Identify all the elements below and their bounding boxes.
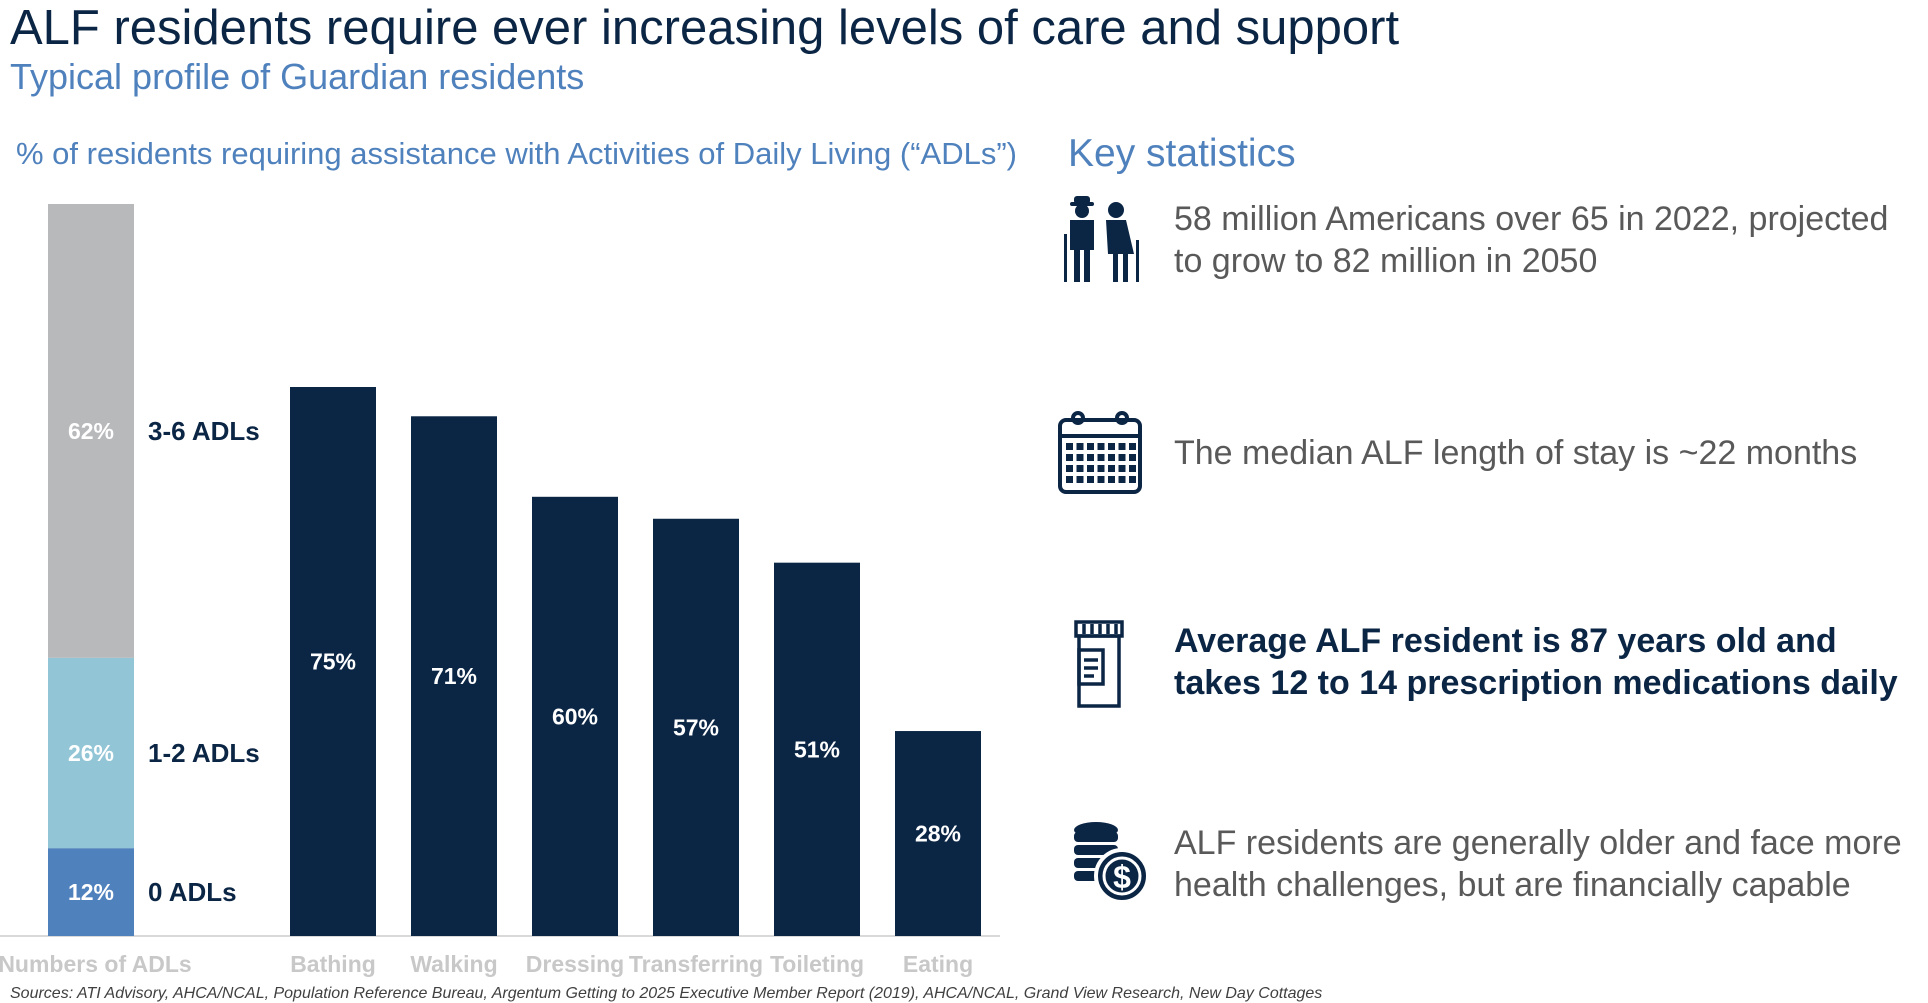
x-tick-label: Dressing (526, 951, 624, 977)
page-subtitle: Typical profile of Guardian residents (10, 56, 585, 97)
x-tick-label: Transferring (629, 951, 763, 977)
stat-text: The median ALF length of stay is ~22 mon… (1174, 434, 1858, 472)
stat-text: ALF residents are generally older and fa… (1174, 824, 1902, 904)
x-tick-label: Toileting (770, 951, 864, 977)
bar-value-label: 57% (673, 714, 719, 740)
stat-financial: $ ALF residents are generally older and … (1056, 820, 1926, 940)
coins-dollar-icon: $ (1074, 822, 1150, 904)
bar-value-label: 75% (310, 649, 356, 675)
stacked-segment-0 (48, 848, 134, 936)
prescription-bottle-icon (1074, 620, 1124, 708)
svg-text:$: $ (1113, 859, 1131, 895)
bar-transferring (653, 518, 739, 936)
stat-medications: Average ALF resident is 87 years old and… (1056, 620, 1926, 740)
x-tick-label: Bathing (290, 951, 376, 977)
bar-value-label: 71% (431, 663, 477, 689)
adl-bar-chart: 12% 0 ADLs 26% 1-2 ADLs 62% 3-6 ADLs Numbers o… (0, 204, 1000, 977)
bar-dressing (532, 496, 618, 936)
stacked-segment-label: 0 ADLs (148, 877, 237, 907)
stat-text: 58 million Americans over 65 in 2022, pr… (1174, 200, 1889, 280)
stacked-segment-1 (48, 657, 134, 849)
bar-eating (895, 731, 981, 936)
x-tick-label: Walking (410, 951, 497, 977)
x-tick-label: Numbers of ADLs (0, 951, 192, 977)
calendar-icon (1058, 411, 1142, 494)
elderly-couple-icon (1064, 196, 1139, 282)
bar-value-label: 60% (552, 703, 598, 729)
stat-text: Average ALF resident is 87 years old and… (1174, 622, 1898, 702)
stacked-segment-label: 1-2 ADLs (148, 738, 260, 768)
bar-value-label: 51% (794, 736, 840, 762)
sources-footnote: Sources: ATI Advisory, AHCA/NCAL, Popula… (10, 985, 1323, 1002)
x-tick-label: Eating (903, 951, 973, 977)
bar-bathing (290, 387, 376, 936)
bar-walking (411, 416, 497, 936)
stacked-segment-2 (48, 204, 134, 658)
bar-value-label: 28% (915, 821, 961, 847)
stat-population: 58 million Americans over 65 in 2022, pr… (1056, 196, 1926, 316)
stat-length-of-stay: The median ALF length of stay is ~22 mon… (1056, 410, 1926, 530)
page-title: ALF residents require ever increasing le… (10, 1, 1400, 55)
key-statistics-heading: Key statistics (1068, 132, 1296, 175)
stacked-segment-label: 3-6 ADLs (148, 416, 260, 446)
chart-heading: % of residents requiring assistance with… (16, 136, 1017, 171)
stacked-value-label: 62% (68, 418, 114, 444)
stacked-value-label: 26% (68, 740, 114, 766)
stacked-value-label: 12% (68, 879, 114, 905)
bar-toileting (774, 562, 860, 936)
